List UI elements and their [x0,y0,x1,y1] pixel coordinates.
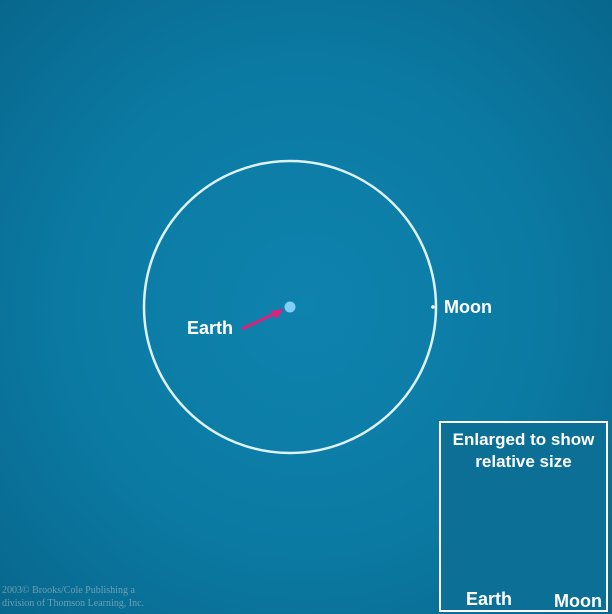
moon-dot-icon [431,305,435,309]
moon-label: Moon [444,297,492,317]
inset-title: Enlarged to show relative size [452,430,595,471]
inset-moon-label: Moon [554,591,602,611]
inset-earth-label: Earth [466,589,513,609]
earth-pointer-arrow [241,309,284,331]
earth-label: Earth [187,318,234,338]
earth-dot-icon [284,301,296,313]
copyright-notice: 2003© Brooks/Cole Publishing a division … [2,585,145,609]
moon-orbit [142,159,438,455]
enlarged-inset-panel: Enlarged to show relative size Earth Moo… [439,421,608,612]
